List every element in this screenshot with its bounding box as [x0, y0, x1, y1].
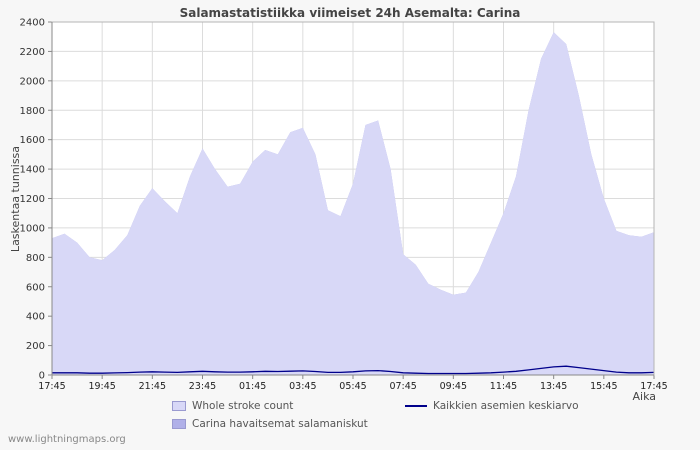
svg-text:1200: 1200 — [20, 194, 45, 205]
legend-item-carina-strokes: Carina havaitsemat salamaniskut — [172, 417, 368, 431]
watermark-link[interactable]: www.lightningmaps.org — [8, 434, 126, 445]
svg-text:1800: 1800 — [20, 106, 45, 117]
svg-text:2200: 2200 — [20, 47, 45, 58]
svg-text:2000: 2000 — [20, 76, 45, 87]
svg-text:2400: 2400 — [20, 18, 45, 29]
svg-text:03:45: 03:45 — [289, 381, 316, 392]
svg-text:09:45: 09:45 — [440, 381, 467, 392]
whole-stroke-swatch-icon — [172, 401, 186, 411]
svg-text:07:45: 07:45 — [389, 381, 416, 392]
legend-label: Whole stroke count — [192, 400, 294, 412]
legend-item-stations-average: Kaikkien asemien keskiarvo — [405, 399, 579, 413]
svg-text:01:45: 01:45 — [239, 381, 266, 392]
svg-text:17:45: 17:45 — [38, 381, 65, 392]
svg-text:15:45: 15:45 — [590, 381, 617, 392]
svg-text:19:45: 19:45 — [88, 381, 115, 392]
svg-text:17:45: 17:45 — [640, 381, 667, 392]
stations-average-line-icon — [405, 405, 427, 407]
carina-strokes-swatch-icon — [172, 419, 186, 429]
svg-text:21:45: 21:45 — [139, 381, 166, 392]
legend-item-whole-stroke-count: Whole stroke count — [172, 399, 293, 413]
legend-label: Kaikkien asemien keskiarvo — [433, 400, 579, 412]
svg-text:1600: 1600 — [20, 135, 45, 146]
chart-title: Salamastatistiikka viimeiset 24h Asemalt… — [179, 6, 521, 20]
lightning-area-chart: 0 200 400 600 800 1000 1200 1400 1600 1800 2000 220… — [20, 18, 668, 393]
svg-text:600: 600 — [26, 282, 45, 293]
svg-text:13:45: 13:45 — [540, 381, 567, 392]
x-axis-label: Aika — [632, 390, 657, 403]
svg-text:05:45: 05:45 — [339, 381, 366, 392]
svg-text:1000: 1000 — [20, 223, 45, 234]
legend-label: Carina havaitsemat salamaniskut — [192, 418, 368, 430]
svg-text:800: 800 — [26, 253, 45, 264]
svg-text:0: 0 — [39, 371, 45, 382]
svg-text:11:45: 11:45 — [490, 381, 517, 392]
svg-text:23:45: 23:45 — [189, 381, 216, 392]
svg-text:400: 400 — [26, 312, 45, 323]
svg-text:200: 200 — [26, 341, 45, 352]
svg-text:1400: 1400 — [20, 165, 45, 176]
